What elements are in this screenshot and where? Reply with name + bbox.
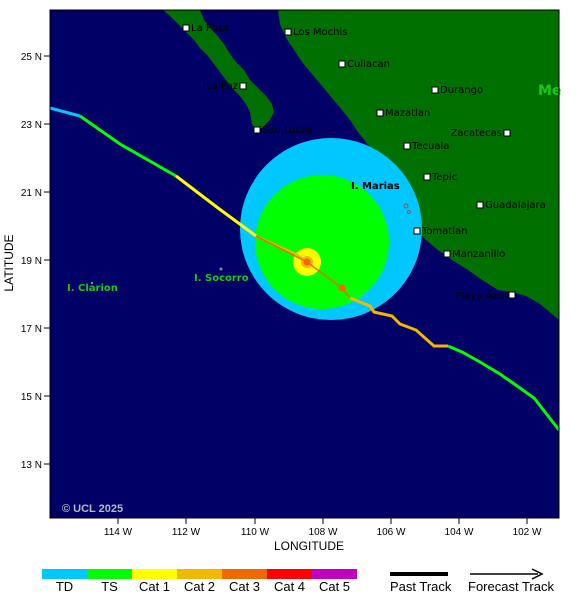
map-plot-area: La Poza Los Mochis Culiacan La Paz Durango Ma… bbox=[49, 10, 561, 515]
current-position bbox=[303, 258, 311, 266]
city-label: Zacatecas bbox=[450, 128, 502, 139]
city-marker bbox=[403, 142, 411, 150]
city-marker bbox=[476, 201, 484, 209]
legend-label: Cat 2 bbox=[184, 579, 215, 594]
gulf-island bbox=[240, 73, 244, 77]
x-tick-label: 110 W bbox=[241, 527, 270, 538]
copyright: © UCL 2025 bbox=[62, 503, 123, 515]
legend-swatch bbox=[222, 569, 267, 579]
island-label-socorro: I. Socorro bbox=[194, 273, 249, 284]
x-tick-label: 114 W bbox=[104, 527, 133, 538]
city-marker bbox=[508, 291, 516, 299]
baja-california bbox=[163, 10, 274, 130]
city-label: Tepic bbox=[431, 172, 457, 183]
y-axis: 25 N 23 N 21 N 19 N 17 N 15 N 13 N bbox=[21, 52, 50, 471]
forecast-track-ts bbox=[447, 344, 561, 431]
city-marker bbox=[239, 82, 247, 90]
legend-label: Cat 3 bbox=[229, 579, 260, 594]
x-tick-label: 112 W bbox=[172, 527, 201, 538]
city-label: Tecuala bbox=[411, 141, 449, 152]
y-tick-label: 25 N bbox=[21, 52, 42, 63]
x-tick-label: 108 W bbox=[309, 527, 338, 538]
city-marker bbox=[413, 227, 421, 235]
forecast-arrow-icon bbox=[531, 568, 544, 580]
city-label: Tomatlan bbox=[421, 226, 468, 237]
past-track-td bbox=[49, 106, 81, 118]
forecast-track bbox=[255, 235, 351, 299]
y-tick-label: 23 N bbox=[21, 120, 42, 131]
forecast-track-cat2 bbox=[349, 296, 448, 348]
past-track-label: Past Track bbox=[390, 579, 452, 594]
city-label: La Paz bbox=[206, 81, 238, 92]
legend-label: Cat 4 bbox=[274, 579, 305, 594]
x-tick-label: 104 W bbox=[445, 527, 474, 538]
y-tick-label: 17 N bbox=[21, 324, 42, 335]
legend-label: Cat 5 bbox=[319, 579, 350, 594]
past-track-cat1 bbox=[175, 174, 257, 238]
socorro-island bbox=[219, 267, 223, 271]
y-tick-label: 15 N bbox=[21, 392, 42, 403]
city-label: La Poza bbox=[191, 23, 229, 34]
y-axis-title: LATITUDE bbox=[2, 234, 16, 291]
city-label: Manzanillo bbox=[452, 249, 505, 260]
ts-wind-field bbox=[255, 175, 389, 309]
city-marker bbox=[284, 28, 292, 36]
clarion-island bbox=[90, 281, 94, 285]
plot-frame bbox=[49, 9, 560, 519]
marias-islands-dot bbox=[403, 203, 409, 209]
city-marker bbox=[423, 173, 431, 181]
mainland-mexico bbox=[278, 10, 559, 320]
city-marker bbox=[338, 60, 346, 68]
city-label: Mazatlan bbox=[385, 108, 430, 119]
country-label: Me bbox=[538, 83, 561, 99]
city-markers: La Poza Los Mochis Culiacan La Paz Durango Ma… bbox=[182, 23, 546, 302]
island-label-clarion: I. Clarion bbox=[67, 283, 118, 294]
city-label: Durango bbox=[440, 85, 483, 96]
legend-label: TS bbox=[101, 579, 118, 594]
x-axis-title: LONGITUDE bbox=[274, 539, 344, 553]
forecast-point bbox=[338, 284, 346, 292]
forecast-track-label: Forecast Track bbox=[468, 579, 554, 594]
city-marker bbox=[443, 250, 451, 258]
legend-swatch bbox=[87, 569, 132, 579]
island-label-marias: I. Marias bbox=[351, 181, 400, 192]
y-tick-label: 19 N bbox=[21, 256, 42, 267]
x-tick-label: 102 W bbox=[513, 527, 542, 538]
city-marker bbox=[503, 129, 511, 137]
legend-swatch bbox=[177, 569, 222, 579]
legend-label: Cat 1 bbox=[139, 579, 170, 594]
marias-islands-dot bbox=[407, 210, 411, 214]
city-label: Guadalajara bbox=[485, 200, 546, 211]
past-track-ts bbox=[79, 114, 177, 178]
legend-swatch bbox=[312, 569, 357, 579]
city-label: Los Mochis bbox=[293, 27, 347, 38]
city-label: Playa Azul bbox=[456, 291, 507, 302]
legend-swatch bbox=[267, 569, 312, 579]
legend-label: TD bbox=[56, 579, 73, 594]
legend-swatch bbox=[42, 569, 87, 579]
y-tick-label: 21 N bbox=[21, 188, 42, 199]
city-marker bbox=[253, 126, 261, 134]
legend: TD TS Cat 1 Cat 2 Cat 3 Cat 4 Cat 5 bbox=[42, 569, 357, 594]
city-marker bbox=[376, 109, 384, 117]
city-label: Culiacan bbox=[347, 59, 390, 70]
x-axis: 114 W 112 W 110 W 108 W 106 W 104 W 102 W bbox=[104, 518, 542, 538]
legend-swatch bbox=[132, 569, 177, 579]
y-tick-label: 13 N bbox=[21, 460, 42, 471]
city-marker bbox=[182, 24, 190, 32]
city-label: San Lucas bbox=[262, 125, 313, 136]
x-tick-label: 106 W bbox=[377, 527, 406, 538]
city-marker bbox=[431, 86, 439, 94]
